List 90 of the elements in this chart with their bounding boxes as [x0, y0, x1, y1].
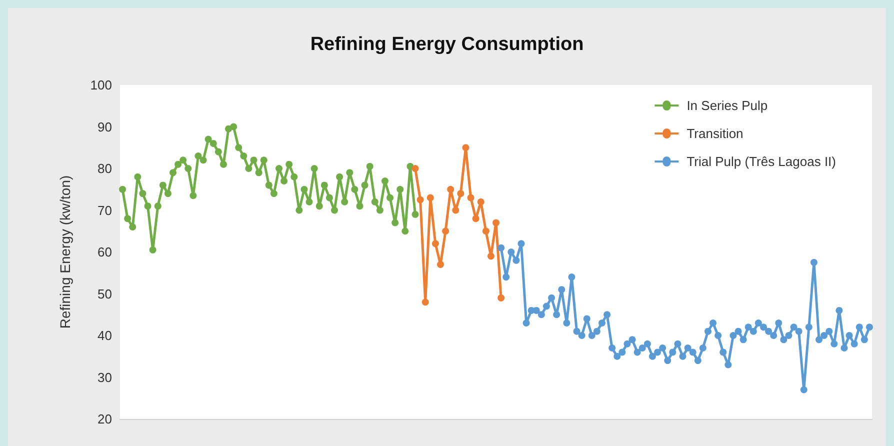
point [498, 294, 505, 302]
point [447, 186, 454, 193]
point [376, 206, 384, 214]
legend-label: Transition [686, 126, 744, 141]
point [406, 162, 414, 170]
point [290, 173, 298, 180]
point [396, 186, 404, 193]
point [392, 219, 399, 226]
point [356, 202, 364, 210]
point [457, 190, 464, 198]
y-tick-label: 60 [98, 244, 112, 260]
point [184, 165, 192, 172]
point [416, 196, 424, 204]
point [245, 165, 252, 172]
point [300, 186, 308, 193]
point [159, 182, 166, 189]
point [180, 156, 187, 164]
point [129, 223, 136, 230]
point [436, 261, 444, 268]
point [366, 162, 374, 170]
legend-label: In Series Pulp [686, 98, 768, 113]
y-tick-label: 80 [98, 161, 112, 176]
y-tick-label: 100 [90, 78, 112, 92]
point [134, 173, 142, 180]
point [214, 148, 222, 156]
point [255, 169, 262, 176]
y-tick-label: 40 [98, 328, 112, 343]
point [149, 246, 156, 254]
point [386, 194, 394, 202]
point [492, 219, 500, 226]
point [240, 152, 248, 160]
point [154, 202, 162, 210]
point [402, 228, 409, 235]
point [472, 215, 480, 222]
y-tick-label: 90 [98, 119, 112, 134]
point [124, 215, 132, 222]
point [220, 160, 227, 168]
point [452, 206, 460, 214]
point [351, 186, 358, 193]
point [412, 165, 419, 172]
point [286, 160, 293, 168]
point [326, 194, 333, 202]
point [442, 228, 450, 235]
point [341, 198, 348, 206]
point [426, 194, 434, 202]
point [164, 190, 172, 198]
point [275, 165, 282, 172]
point [200, 156, 207, 164]
point [235, 144, 242, 152]
point [260, 156, 268, 164]
y-tick-label: 20 [98, 412, 112, 426]
point [250, 156, 258, 164]
y-tick-label: 50 [98, 286, 112, 302]
point [462, 144, 470, 152]
point [316, 202, 323, 210]
point [210, 140, 217, 147]
point [265, 182, 272, 189]
point [487, 252, 494, 260]
point [270, 190, 278, 198]
point [432, 240, 439, 248]
point [346, 169, 354, 176]
y-tick-label: 30 [98, 370, 112, 385]
point [310, 165, 318, 172]
point [194, 152, 202, 160]
point [119, 186, 126, 193]
chart-title: Refining Energy Consumption [310, 34, 584, 55]
point [482, 228, 490, 235]
point [144, 202, 152, 210]
point [139, 190, 146, 198]
y-tick-label: 70 [98, 202, 112, 218]
point [336, 173, 344, 180]
point [412, 210, 419, 218]
point [170, 169, 176, 176]
point [371, 198, 378, 206]
point [296, 206, 303, 214]
point [331, 206, 338, 214]
point [467, 194, 474, 202]
point [422, 298, 429, 306]
point [477, 198, 484, 206]
point [361, 182, 368, 189]
point [280, 178, 288, 185]
point [320, 182, 328, 189]
point [381, 178, 388, 185]
legend-label: Trial Pulp (Três Lagoas II) [686, 154, 836, 169]
point [174, 160, 182, 168]
point [190, 192, 197, 200]
point [204, 136, 212, 143]
point [230, 123, 238, 130]
y-axis-title: Refining Energy (kw/ton) [57, 175, 73, 329]
point [306, 198, 313, 206]
